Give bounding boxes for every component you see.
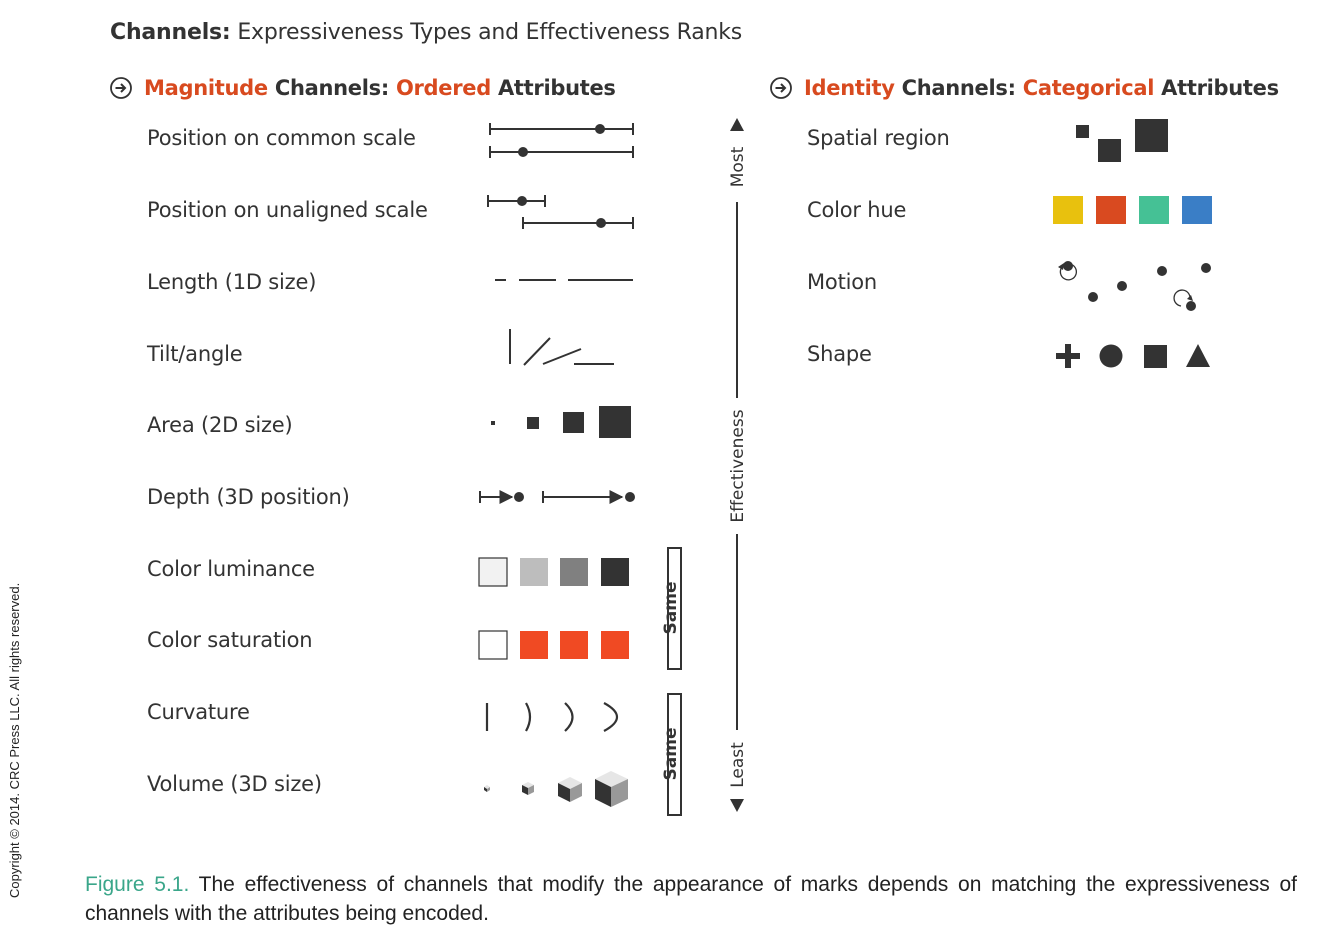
copyright-notice: Copyright © 2014. CRC Press LLC. All rig… [7, 582, 22, 898]
row-volume: Volume (3D size) [147, 772, 322, 796]
glyph-depth [479, 490, 635, 504]
circled-arrow-icon [770, 77, 792, 99]
row-position-unaligned-scale: Position on unaligned scale [147, 198, 428, 222]
same-label-color: Same [661, 582, 681, 635]
glyph-color-luminance [478, 557, 629, 587]
row-curvature: Curvature [147, 700, 250, 724]
row-length: Length (1D size) [147, 270, 317, 294]
row-color-hue: Color hue [807, 198, 907, 222]
figure-caption: Figure 5.1. The effectiveness of channel… [85, 870, 1297, 928]
glyph-position-common [489, 123, 634, 158]
row-color-saturation: Color saturation [147, 628, 313, 652]
identity-header: Identity Channels: Categorical Attribute… [770, 76, 1279, 100]
figure-number: Figure 5.1. [85, 873, 190, 896]
identity-channels-word: Channels: [901, 76, 1016, 100]
row-spatial-region: Spatial region [807, 126, 950, 150]
same-bracket-color [667, 547, 682, 670]
axis-most-label: Most [728, 146, 748, 187]
magnitude-word: Magnitude [144, 76, 268, 100]
axis-least-label: Least [728, 742, 748, 788]
row-position-common-scale: Position on common scale [147, 126, 416, 150]
glyph-shape [1056, 344, 1210, 368]
axis-effectiveness-label: Effectiveness [728, 409, 748, 522]
glyph-volume [484, 771, 628, 807]
magnitude-channels-word: Channels: [274, 76, 389, 100]
same-bracket-curvature-volume [667, 693, 682, 816]
magnitude-header: Magnitude Channels: Ordered Attributes [110, 76, 616, 100]
identity-word: Identity [804, 76, 895, 100]
same-label-curvature-volume: Same [661, 728, 681, 781]
row-shape: Shape [807, 342, 872, 366]
glyph-color-hue [1053, 196, 1212, 224]
glyph-color-saturation [478, 630, 629, 660]
glyph-position-unaligned [487, 195, 634, 229]
title-bold: Channels: [110, 20, 231, 45]
channel-glyphs: Most Effectiveness Least Same Same [478, 118, 1212, 816]
glyph-spatial-region [1076, 119, 1168, 162]
ordered-word: Ordered [395, 76, 491, 100]
magnitude-attributes-word: Attributes [497, 76, 616, 100]
categorical-word: Categorical [1022, 76, 1155, 100]
circled-arrow-icon [110, 77, 132, 99]
row-depth: Depth (3D position) [147, 485, 350, 509]
identity-attributes-word: Attributes [1161, 76, 1279, 100]
row-color-luminance: Color luminance [147, 557, 315, 581]
glyph-curvature [485, 702, 619, 732]
effectiveness-axis [730, 118, 744, 812]
caption-text: The effectiveness of channels that modif… [85, 873, 1297, 925]
row-area: Area (2D size) [147, 413, 293, 437]
row-tilt-angle: Tilt/angle [147, 342, 243, 366]
row-motion: Motion [807, 270, 877, 294]
glyph-tilt [509, 329, 614, 366]
glyph-motion [1058, 261, 1211, 311]
diagram-title: Channels: Expressiveness Types and Effec… [110, 20, 742, 45]
glyph-area [491, 406, 631, 438]
title-rest: Expressiveness Types and Effectiveness R… [237, 20, 743, 45]
